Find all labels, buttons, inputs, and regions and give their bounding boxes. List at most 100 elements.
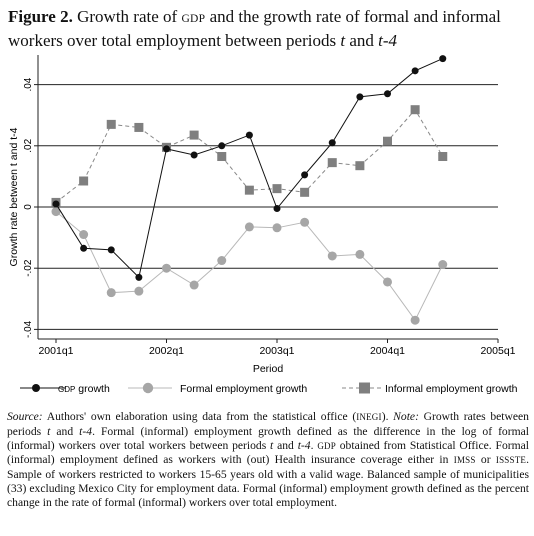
source-inegi: INEGI <box>356 412 382 422</box>
note-gdp: GDP <box>317 440 336 451</box>
y-tick-label: 0 <box>23 204 34 210</box>
data-point <box>217 256 227 266</box>
note-t: t <box>47 424 51 438</box>
data-point <box>190 151 198 159</box>
source-after-inegi: ). <box>381 410 389 423</box>
title-t4: t-4 <box>378 31 398 50</box>
x-tick-label: 2005q1 <box>480 345 515 357</box>
y-axis-ticks: -.04 -.02 0 .02 .04 <box>23 77 38 338</box>
title-and: and <box>349 31 374 50</box>
title-part2: and the growth rate of formal and inform… <box>8 7 501 50</box>
data-point <box>355 161 365 171</box>
data-point <box>244 185 254 195</box>
note-t-b: t <box>270 438 274 452</box>
legend-item-informal: Informal employment growth <box>342 382 518 395</box>
legend-item-formal: Formal employment growth <box>128 382 307 395</box>
y-tick-label: .02 <box>23 138 34 152</box>
grid-lines <box>38 84 498 330</box>
axes <box>37 55 498 340</box>
title-gdp: GDP <box>181 13 206 25</box>
note-and-b: and <box>277 438 294 452</box>
data-point <box>272 184 282 194</box>
figure-source-note: Source: Authors' own elaboration using d… <box>7 410 529 510</box>
series-group <box>51 55 448 325</box>
x-axis-label: Period <box>253 363 284 375</box>
data-point <box>327 251 337 261</box>
legend-marker-gdp <box>32 384 40 392</box>
x-tick-label: 2003q1 <box>259 345 294 357</box>
legend-marker-informal <box>359 382 370 394</box>
data-point <box>106 288 116 298</box>
x-tick-label: 2002q1 <box>149 345 184 357</box>
y-axis-label: Growth rate between t and t-4 <box>8 127 20 266</box>
data-point <box>356 93 364 101</box>
data-point <box>51 207 61 217</box>
data-point <box>135 273 143 281</box>
data-point <box>301 171 309 179</box>
note-imss: IMSS <box>453 455 476 466</box>
data-point <box>134 286 144 296</box>
data-point <box>107 246 115 254</box>
series-0 <box>52 55 447 281</box>
legend-marker-formal <box>142 382 154 394</box>
data-point <box>383 277 392 287</box>
data-point <box>189 130 199 140</box>
data-point <box>217 152 227 162</box>
data-point <box>300 187 310 197</box>
data-point <box>439 55 447 63</box>
data-point <box>80 244 88 252</box>
note-t4: t-4 <box>79 424 93 438</box>
data-point <box>328 139 336 147</box>
data-point <box>79 230 89 240</box>
data-point <box>134 122 144 132</box>
source-text: Authors' own elaboration using data from… <box>46 410 357 423</box>
data-point <box>189 280 199 290</box>
x-tick-label: 2001q1 <box>38 345 73 357</box>
data-point <box>410 105 420 115</box>
note-issste: ISSSTE <box>495 455 527 466</box>
data-point <box>384 90 391 98</box>
data-point <box>438 260 448 270</box>
data-point <box>244 222 254 232</box>
data-point <box>383 136 392 146</box>
legend-label-formal: Formal employment growth <box>180 383 307 395</box>
data-point <box>106 119 116 129</box>
note-and: and <box>56 424 74 438</box>
title-t: t <box>340 31 346 50</box>
data-point <box>163 145 170 153</box>
y-tick-label: .04 <box>23 77 34 91</box>
data-point <box>273 205 281 213</box>
note-label: Note: <box>393 410 419 423</box>
y-tick-label: -.02 <box>23 259 34 277</box>
source-label: Source: <box>7 410 43 423</box>
line-chart: -.04 -.02 0 .02 .04 2001q1 2002q1 2003q1 2004q1… <box>8 55 518 395</box>
series-1 <box>51 207 448 325</box>
data-point <box>438 152 448 162</box>
data-point <box>272 223 282 233</box>
legend-gdp-prefix: GDP <box>58 385 75 394</box>
note-part4: obtained from Statistical Office. Formal… <box>7 438 529 467</box>
legend-item-gdp: GDP growth <box>20 383 110 395</box>
note-part1: Growth rates between periods <box>7 410 529 438</box>
data-point <box>410 315 420 325</box>
data-point <box>300 217 310 227</box>
data-point <box>411 67 419 75</box>
note-part2: . Formal (informal) employment growth de… <box>7 424 529 452</box>
title-part1: Growth rate of <box>77 7 178 26</box>
note-part3: . <box>310 438 314 452</box>
note-or: or <box>480 453 491 467</box>
figure-title: Figure 2. Growth rate of GDP and the gro… <box>8 6 528 51</box>
figure-label: Figure 2. <box>8 7 73 26</box>
data-point <box>245 131 253 139</box>
data-point <box>218 142 226 150</box>
legend: GDP growth Formal employment growth Info… <box>20 382 518 395</box>
data-point <box>52 200 60 208</box>
legend-label-informal: Informal employment growth <box>385 383 518 395</box>
y-tick-label: -.04 <box>23 320 34 338</box>
x-axis-ticks: 2001q1 2002q1 2003q1 2004q1 2005q1 <box>38 339 516 357</box>
note-part5: . Sample of workers restricted to worker… <box>7 453 529 509</box>
data-point <box>79 176 89 186</box>
data-point <box>355 249 365 259</box>
data-point <box>162 263 171 273</box>
series-line <box>55 58 443 279</box>
